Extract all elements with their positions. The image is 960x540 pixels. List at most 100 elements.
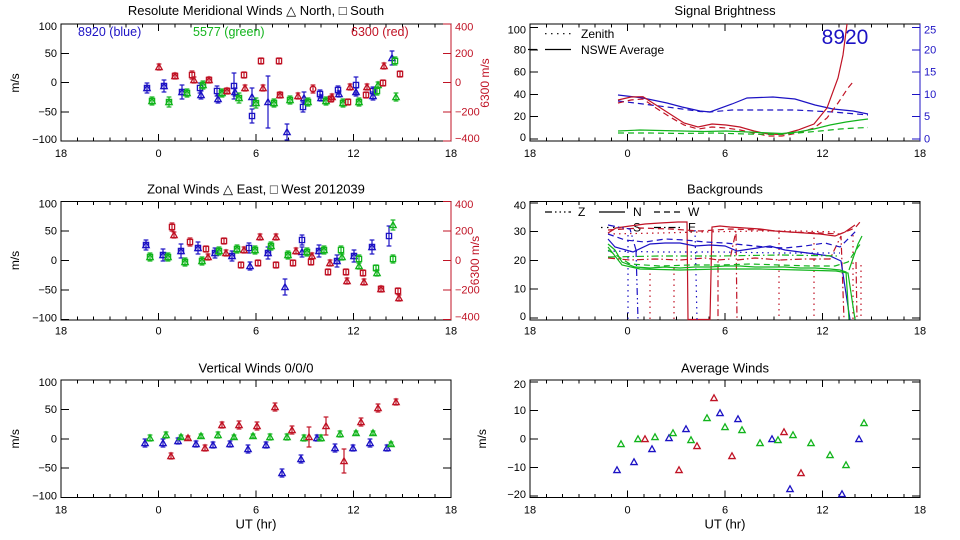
svg-text:18: 18 — [445, 326, 457, 338]
svg-text:6: 6 — [722, 148, 728, 160]
svg-text:20: 20 — [924, 44, 936, 56]
svg-text:0: 0 — [624, 148, 630, 160]
svg-text:Z: Z — [578, 205, 585, 219]
svg-text:UT (hr): UT (hr) — [236, 517, 277, 532]
svg-text:20: 20 — [514, 111, 526, 123]
svg-text:18: 18 — [914, 148, 926, 160]
svg-text:Resolute Meridional Winds △ No: Resolute Meridional Winds △ North, □ Sou… — [128, 3, 384, 18]
svg-text:m/s: m/s — [8, 251, 22, 270]
svg-text:12: 12 — [816, 505, 828, 517]
svg-text:6: 6 — [253, 148, 259, 160]
svg-text:18: 18 — [445, 505, 457, 517]
svg-text:−100: −100 — [32, 491, 57, 503]
svg-text:0: 0 — [155, 505, 161, 517]
svg-text:12: 12 — [816, 148, 828, 160]
svg-text:200: 200 — [455, 226, 473, 238]
svg-text:0: 0 — [924, 134, 930, 146]
svg-text:0: 0 — [520, 311, 526, 323]
svg-text:20: 20 — [514, 379, 526, 391]
svg-text:Backgrounds: Backgrounds — [687, 182, 763, 197]
svg-text:50: 50 — [45, 48, 57, 60]
svg-text:12: 12 — [347, 505, 359, 517]
svg-text:−200: −200 — [455, 285, 480, 297]
svg-text:−400: −400 — [455, 312, 480, 324]
svg-text:100: 100 — [39, 21, 57, 33]
svg-text:15: 15 — [924, 67, 936, 79]
svg-text:6: 6 — [253, 505, 259, 517]
svg-text:Average Winds: Average Winds — [681, 361, 769, 376]
svg-text:0: 0 — [624, 505, 630, 517]
svg-text:6: 6 — [253, 326, 259, 338]
svg-text:6: 6 — [722, 505, 728, 517]
svg-text:0: 0 — [51, 77, 57, 89]
svg-text:50: 50 — [45, 226, 57, 238]
svg-text:18: 18 — [524, 505, 536, 517]
svg-text:10: 10 — [924, 89, 936, 101]
svg-text:0: 0 — [155, 148, 161, 160]
svg-text:m/s: m/s — [8, 429, 22, 448]
svg-text:−10: −10 — [507, 462, 526, 474]
svg-text:Vertical Winds 0/0/0: Vertical Winds 0/0/0 — [199, 361, 314, 376]
svg-text:−100: −100 — [32, 134, 57, 146]
svg-text:−50: −50 — [38, 463, 57, 475]
svg-text:6300 m/s: 6300 m/s — [478, 58, 492, 107]
svg-text:50: 50 — [45, 404, 57, 416]
svg-text:25: 25 — [924, 25, 936, 37]
svg-text:20: 20 — [514, 255, 526, 267]
svg-text:100: 100 — [39, 199, 57, 211]
svg-text:400: 400 — [455, 22, 473, 34]
svg-text:18: 18 — [914, 326, 926, 338]
svg-text:12: 12 — [347, 326, 359, 338]
svg-text:0: 0 — [155, 326, 161, 338]
svg-text:0: 0 — [455, 77, 461, 89]
svg-text:100: 100 — [508, 25, 526, 37]
svg-text:40: 40 — [514, 89, 526, 101]
svg-text:18: 18 — [55, 148, 67, 160]
svg-text:30: 30 — [514, 226, 526, 238]
svg-text:18: 18 — [55, 505, 67, 517]
svg-text:6: 6 — [722, 326, 728, 338]
svg-text:6300 (red): 6300 (red) — [351, 25, 409, 39]
svg-text:E: E — [688, 221, 696, 235]
svg-text:m/s: m/s — [8, 73, 22, 92]
svg-text:0: 0 — [51, 255, 57, 267]
svg-text:−200: −200 — [455, 106, 480, 118]
svg-text:m/s: m/s — [475, 429, 489, 448]
svg-text:0: 0 — [624, 326, 630, 338]
svg-text:18: 18 — [55, 326, 67, 338]
svg-text:W: W — [688, 205, 700, 219]
svg-text:18: 18 — [524, 326, 536, 338]
svg-text:−50: −50 — [38, 106, 57, 118]
svg-text:−400: −400 — [455, 133, 480, 145]
svg-text:−50: −50 — [38, 285, 57, 297]
svg-text:0: 0 — [51, 433, 57, 445]
svg-text:18: 18 — [445, 148, 457, 160]
svg-text:NSWE Average: NSWE Average — [581, 43, 664, 57]
svg-text:12: 12 — [816, 326, 828, 338]
svg-text:Zonal Winds △ East, □ West 201: Zonal Winds △ East, □ West 2012039 — [147, 182, 365, 197]
svg-text:5: 5 — [924, 111, 930, 123]
svg-text:0: 0 — [455, 255, 461, 267]
svg-text:80: 80 — [514, 44, 526, 56]
svg-text:200: 200 — [455, 48, 473, 60]
svg-text:N: N — [633, 205, 642, 219]
svg-text:400: 400 — [455, 199, 473, 211]
svg-text:Signal Brightness: Signal Brightness — [674, 3, 776, 18]
svg-text:UT (hr): UT (hr) — [705, 517, 746, 532]
svg-text:60: 60 — [514, 67, 526, 79]
svg-text:8920 (blue): 8920 (blue) — [78, 25, 141, 39]
svg-text:5577 (green): 5577 (green) — [193, 25, 265, 39]
svg-text:12: 12 — [347, 148, 359, 160]
svg-text:S: S — [633, 221, 641, 235]
svg-text:Zenith: Zenith — [581, 27, 614, 41]
svg-text:10: 10 — [514, 284, 526, 296]
svg-text:0: 0 — [520, 434, 526, 446]
svg-text:100: 100 — [39, 377, 57, 389]
svg-text:−100: −100 — [32, 313, 57, 325]
svg-text:40: 40 — [514, 200, 526, 212]
svg-text:−20: −20 — [507, 489, 526, 501]
svg-text:6300 m/s: 6300 m/s — [468, 236, 482, 285]
svg-text:0: 0 — [520, 132, 526, 144]
svg-text:10: 10 — [514, 405, 526, 417]
svg-text:18: 18 — [524, 148, 536, 160]
